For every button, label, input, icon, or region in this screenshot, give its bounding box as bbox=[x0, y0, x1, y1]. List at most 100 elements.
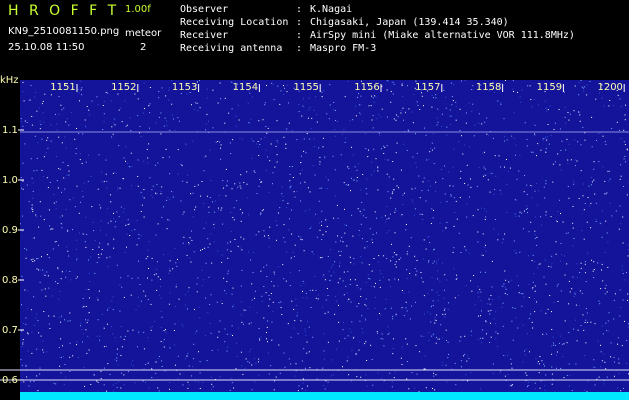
noise-dot bbox=[160, 310, 162, 312]
noise-dot bbox=[341, 236, 343, 238]
noise-dot bbox=[395, 313, 397, 315]
noise-dot bbox=[201, 285, 203, 287]
noise-dot bbox=[69, 320, 71, 322]
noise-dot bbox=[67, 165, 69, 167]
noise-dot bbox=[211, 350, 213, 351]
noise-dot bbox=[48, 209, 50, 211]
noise-dot bbox=[157, 162, 159, 164]
noise-dot bbox=[435, 320, 437, 322]
noise-dot bbox=[552, 344, 554, 346]
noise-dot bbox=[546, 110, 548, 112]
noise-dot bbox=[198, 381, 200, 383]
noise-dot bbox=[550, 135, 552, 137]
noise-dot bbox=[422, 219, 423, 220]
noise-dot bbox=[142, 380, 144, 382]
noise-dot bbox=[606, 376, 608, 378]
noise-dot bbox=[411, 111, 413, 113]
noise-dot bbox=[437, 338, 439, 340]
noise-dot bbox=[623, 158, 625, 160]
noise-dot bbox=[356, 180, 358, 182]
noise-dot bbox=[593, 179, 595, 181]
noise-dot bbox=[354, 166, 356, 168]
noise-dot bbox=[302, 378, 304, 380]
noise-dot bbox=[181, 165, 183, 167]
noise-dot bbox=[554, 122, 556, 124]
noise-dot bbox=[324, 279, 326, 281]
noise-dot bbox=[471, 89, 473, 90]
noise-dot bbox=[584, 132, 586, 134]
noise-dot bbox=[270, 293, 272, 294]
noise-dot bbox=[266, 326, 268, 328]
noise-dot bbox=[306, 352, 308, 354]
noise-dot bbox=[69, 271, 71, 272]
noise-dot bbox=[339, 262, 341, 264]
noise-dot bbox=[316, 368, 318, 370]
axis-unit: kHz bbox=[0, 75, 19, 86]
noise-dot bbox=[314, 174, 316, 176]
noise-dot bbox=[502, 285, 504, 287]
noise-dot bbox=[182, 180, 184, 182]
noise-dot bbox=[194, 308, 195, 310]
noise-dot bbox=[453, 84, 455, 86]
noise-dot bbox=[213, 241, 215, 243]
noise-dot bbox=[428, 261, 429, 263]
noise-dot bbox=[205, 222, 207, 224]
noise-dot bbox=[446, 340, 447, 341]
noise-dot bbox=[206, 113, 208, 115]
noise-dot bbox=[246, 183, 248, 185]
noise-dot bbox=[254, 297, 255, 299]
noise-dot bbox=[260, 270, 262, 272]
noise-dot bbox=[556, 285, 558, 287]
noise-dot bbox=[551, 329, 553, 330]
noise-dot bbox=[43, 311, 45, 312]
noise-dot bbox=[453, 148, 455, 150]
noise-dot bbox=[271, 339, 273, 341]
noise-dot bbox=[437, 121, 439, 123]
noise-dot bbox=[336, 348, 338, 350]
noise-dot bbox=[105, 234, 107, 236]
x-label: 1152 bbox=[111, 82, 136, 93]
noise-dot bbox=[68, 174, 70, 176]
noise-dot bbox=[209, 197, 211, 198]
noise-dot bbox=[232, 217, 234, 218]
noise-dot bbox=[265, 126, 267, 127]
noise-dot bbox=[161, 360, 162, 362]
noise-dot bbox=[260, 214, 262, 216]
noise-dot bbox=[465, 112, 467, 114]
noise-dot bbox=[333, 217, 335, 219]
noise-dot bbox=[232, 335, 233, 336]
noise-dot bbox=[626, 363, 627, 364]
noise-dot bbox=[420, 272, 422, 273]
noise-dot bbox=[50, 140, 52, 142]
noise-dot bbox=[146, 258, 147, 260]
noise-dot bbox=[138, 331, 140, 333]
noise-dot bbox=[441, 126, 442, 127]
noise-dot bbox=[32, 182, 34, 184]
noise-dot bbox=[607, 320, 609, 322]
noise-dot bbox=[312, 336, 314, 338]
noise-dot bbox=[387, 159, 389, 161]
noise-dot bbox=[591, 259, 592, 261]
noise-dot bbox=[164, 370, 166, 372]
noise-dot bbox=[552, 181, 554, 183]
noise-dot bbox=[365, 305, 367, 307]
noise-dot bbox=[562, 356, 564, 358]
noise-dot bbox=[546, 333, 548, 335]
noise-dot bbox=[184, 304, 186, 306]
noise-dot bbox=[260, 212, 262, 214]
noise-dot bbox=[147, 362, 149, 364]
noise-dot bbox=[387, 334, 389, 335]
noise-dot bbox=[321, 96, 323, 97]
noise-dot bbox=[598, 300, 600, 302]
noise-dot bbox=[374, 307, 376, 309]
noise-dot bbox=[169, 260, 171, 262]
noise-dot bbox=[266, 85, 267, 86]
noise-dot bbox=[25, 365, 27, 367]
info-separator: : bbox=[296, 4, 302, 15]
noise-dot bbox=[301, 155, 302, 157]
noise-dot bbox=[22, 341, 24, 343]
noise-dot bbox=[140, 300, 142, 302]
noise-dot bbox=[220, 300, 222, 302]
noise-dot bbox=[593, 359, 595, 361]
noise-dot bbox=[413, 94, 415, 96]
